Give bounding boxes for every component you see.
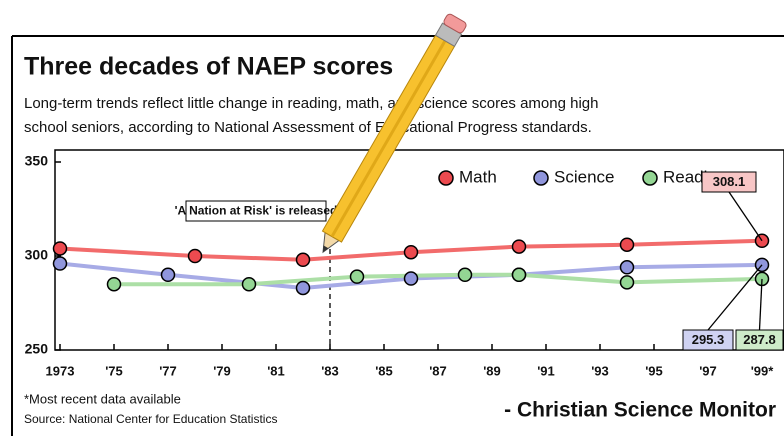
value-label: 308.1 xyxy=(713,174,746,189)
y-tick-label: 300 xyxy=(25,247,49,263)
x-tick-label: 1973 xyxy=(46,363,75,378)
subtitle: Long-term trends reflect little change i… xyxy=(24,95,598,112)
x-tick-label: '91 xyxy=(537,363,555,378)
x-tick-label: '99* xyxy=(751,363,775,378)
series-marker xyxy=(351,270,364,283)
annotation-text: 'A Nation at Risk' is released xyxy=(175,204,338,218)
series-marker xyxy=(54,242,67,255)
series-marker xyxy=(621,276,634,289)
series-marker xyxy=(189,250,202,263)
series-marker xyxy=(162,268,175,281)
y-tick-label: 350 xyxy=(25,153,49,169)
series-marker xyxy=(297,253,310,266)
x-tick-label: '75 xyxy=(105,363,123,378)
credit: - Christian Science Monitor xyxy=(504,399,776,422)
y-tick-label: 250 xyxy=(25,341,49,357)
series-marker xyxy=(405,272,418,285)
x-tick-label: '83 xyxy=(321,363,339,378)
series-marker xyxy=(54,257,67,270)
legend-label: Science xyxy=(554,167,614,186)
series-marker xyxy=(405,246,418,259)
series-marker xyxy=(108,278,121,291)
chart-title: Three decades of NAEP scores xyxy=(24,53,393,81)
footnote: *Most recent data available xyxy=(24,391,181,406)
value-label: 287.8 xyxy=(743,332,776,347)
legend-marker xyxy=(643,171,657,185)
chart: Three decades of NAEP scores Long-term t… xyxy=(0,0,784,436)
x-tick-label: '93 xyxy=(591,363,609,378)
series-marker xyxy=(513,240,526,253)
legend-marker xyxy=(439,171,453,185)
x-tick-label: '95 xyxy=(645,363,663,378)
x-tick-label: '77 xyxy=(159,363,177,378)
x-tick-label: '85 xyxy=(375,363,393,378)
x-tick-label: '87 xyxy=(429,363,447,378)
subtitle: school seniors, according to National As… xyxy=(24,119,592,136)
series-marker xyxy=(513,268,526,281)
legend-label: Math xyxy=(459,167,497,186)
series-marker xyxy=(459,268,472,281)
x-tick-label: '79 xyxy=(213,363,231,378)
legend-marker xyxy=(534,171,548,185)
source: Source: National Center for Education St… xyxy=(24,412,277,426)
series-marker xyxy=(621,238,634,251)
series-marker xyxy=(621,261,634,274)
value-label: 295.3 xyxy=(692,332,725,347)
x-tick-label: '81 xyxy=(267,363,285,378)
series-marker xyxy=(297,281,310,294)
x-tick-label: '97 xyxy=(699,363,717,378)
x-tick-label: '89 xyxy=(483,363,501,378)
series-marker xyxy=(243,278,256,291)
